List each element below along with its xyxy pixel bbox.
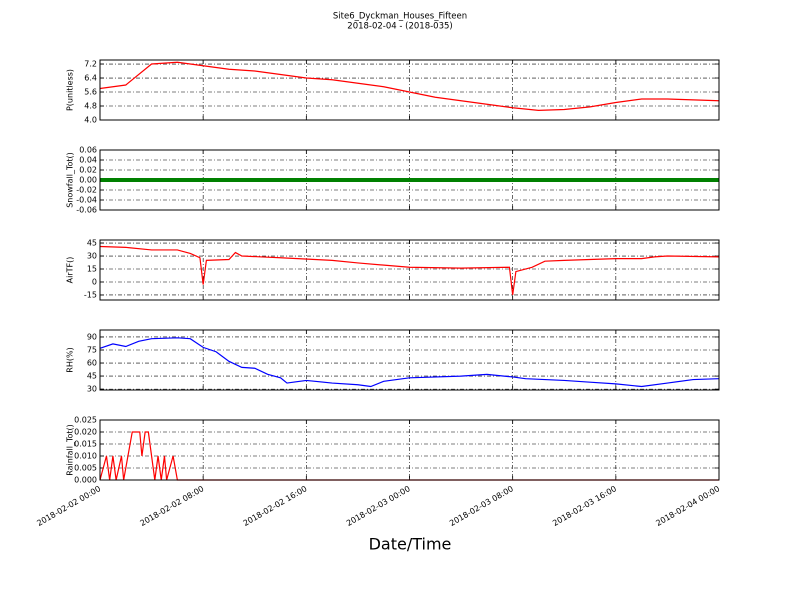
y-tick-label: 45 [87,239,97,248]
x-tick-label: 2018-02-03 00:00 [345,484,412,528]
y-tick-label: 15 [87,265,97,274]
y-tick-label: 0.00 [79,176,97,185]
y-tick-label: 90 [87,332,97,341]
x-tick-label: 2018-02-02 08:00 [138,484,205,528]
x-tick-label: 2018-02-02 00:00 [35,484,102,528]
y-axis-label: P(unitless) [66,69,75,111]
plot-frame [99,149,720,211]
plot-frame [99,329,720,391]
y-tick-label: 0.010 [74,452,97,461]
y-tick-label: 45 [87,372,97,381]
x-tick-label: 2018-02-03 08:00 [448,484,515,528]
data-line [99,431,719,481]
y-tick-label: 6.4 [84,74,97,83]
data-line [99,61,720,111]
plot-frame [99,239,720,301]
y-tick-label: 30 [87,252,97,261]
y-tick-label: 75 [87,346,97,355]
y-tick-label: 0.015 [74,440,97,449]
data-line [99,245,720,296]
figure-subtitle: 2018-02-04 - (2018-035) [347,22,452,32]
y-axis-label: AirTF() [66,257,75,284]
y-tick-label: 0.005 [74,464,97,473]
y-tick-label: 0.02 [79,166,97,175]
x-tick-label: 2018-02-03 16:00 [551,484,618,528]
data-line [99,337,720,388]
y-tick-label: 60 [87,359,97,368]
y-axis-label: RH(%) [66,347,75,372]
y-tick-label: -15 [84,290,97,299]
y-tick-label: -0.04 [76,196,97,205]
plot-frame [99,419,720,481]
y-axis-label: Snowfall_Tot() [66,152,75,208]
y-tick-label: 30 [87,385,97,394]
x-tick-label: 2018-02-02 16:00 [242,484,309,528]
y-tick-label: 5.6 [84,88,97,97]
y-tick-label: 0.025 [74,416,97,425]
y-tick-label: 0.000 [74,476,97,485]
y-tick-label: 0.020 [74,428,97,437]
y-tick-label: 0.04 [79,156,97,165]
y-tick-label: 0 [92,277,97,286]
y-tick-label: 4.0 [84,116,97,125]
y-tick-label: 4.8 [84,102,97,111]
plot-frame [99,59,720,121]
figure-title: Site6_Dyckman_Houses_Fifteen [333,12,467,22]
y-tick-label: 7.2 [84,60,97,69]
x-axis-label: Date/Time [369,535,452,554]
y-tick-label: -0.06 [76,206,97,215]
y-tick-label: -0.02 [76,186,97,195]
y-tick-label: 0.06 [79,146,97,155]
x-tick-label: 2018-02-04 00:00 [654,484,721,528]
y-axis-label: Rainfall_Tot() [66,424,75,476]
